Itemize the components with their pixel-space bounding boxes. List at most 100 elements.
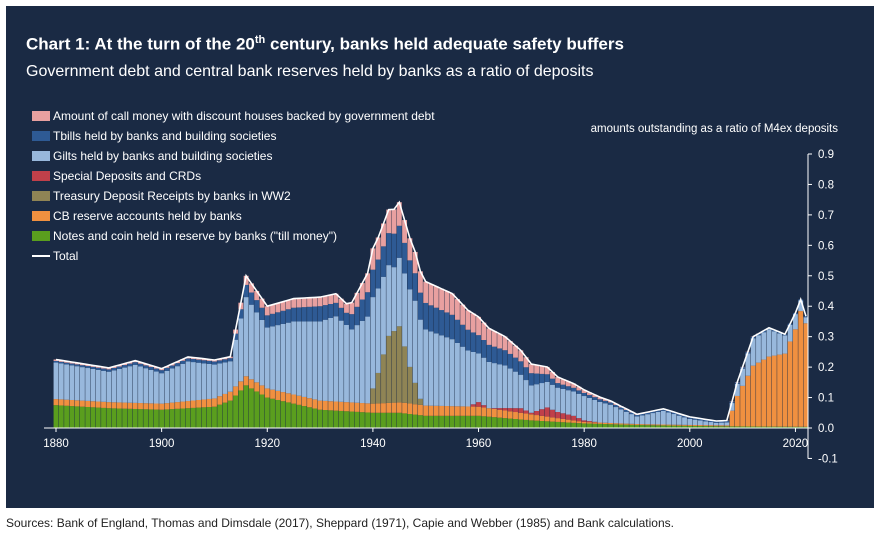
bar-segment-3 (544, 407, 550, 417)
bar-segment-1 (803, 323, 809, 427)
bar-segment-4 (212, 364, 217, 399)
bar-segment-0 (465, 415, 471, 428)
bar-segment-4 (803, 317, 809, 324)
bar-segment-4 (518, 374, 524, 409)
bar-segment-1 (602, 422, 608, 425)
bar-segment-5 (270, 313, 275, 327)
bar-segment-1 (449, 406, 455, 416)
bar-segment-6 (581, 389, 587, 393)
bar-segment-6 (592, 394, 598, 398)
bar-segment-4 (122, 367, 128, 403)
x-tick-label: 1920 (254, 438, 280, 450)
bar-segment-1 (465, 406, 471, 416)
bar-segment-5 (79, 365, 85, 368)
bar-segment-0 (639, 425, 645, 428)
bar-segment-1 (513, 412, 518, 420)
bar-segment-5 (555, 383, 561, 388)
bar-segment-1 (544, 416, 550, 422)
x-tick-label: 1960 (466, 438, 492, 450)
bar-segment-1 (212, 398, 217, 407)
bar-segment-6 (375, 237, 381, 260)
bar-segment-0 (85, 406, 91, 428)
y-tick-label: 0.9 (818, 149, 834, 161)
bar-segment-5 (349, 314, 355, 330)
bar-segment-0 (608, 424, 614, 428)
bar-segment-0 (259, 394, 265, 428)
bar-segment-4 (391, 267, 397, 332)
bar-segment-5 (328, 303, 334, 318)
bar-segment-0 (539, 421, 545, 428)
bar-segment-1 (592, 422, 598, 424)
bar-segment-5 (539, 373, 545, 384)
bar-segment-0 (740, 426, 746, 428)
legend-swatch (32, 151, 50, 161)
bar-segment-5 (201, 360, 207, 364)
bar-segment-0 (756, 426, 761, 428)
bar-segment-1 (565, 419, 571, 423)
bar-segment-4 (333, 316, 339, 402)
bar-segment-0 (793, 426, 798, 428)
bar-segment-1 (53, 399, 59, 406)
bar-segment-4 (259, 319, 265, 386)
bar-segment-0 (798, 426, 804, 428)
bar-segment-4 (138, 366, 143, 404)
bar-segment-1 (322, 400, 328, 411)
bar-segment-0 (328, 410, 334, 428)
bar-segment-3 (565, 414, 571, 420)
bar-segment-4 (53, 362, 59, 400)
bar-segment-4 (317, 321, 323, 401)
bar-segment-4 (90, 368, 96, 402)
bar-segment-5 (697, 418, 703, 421)
bar-segment-6 (597, 397, 603, 400)
bar-segment-4 (365, 316, 371, 404)
bar-segment-0 (101, 407, 106, 428)
bar-segment-6 (528, 364, 534, 374)
bar-segment-6 (439, 288, 444, 311)
bar-segment-4 (285, 322, 291, 394)
bar-segment-5 (634, 414, 640, 417)
bar-segment-0 (491, 417, 497, 428)
bar-segment-0 (375, 412, 381, 428)
bar-segment-0 (418, 415, 423, 428)
bar-segment-4 (655, 411, 661, 425)
bar-segment-5 (227, 358, 233, 362)
bar-segment-1 (307, 398, 312, 408)
bar-segment-0 (497, 417, 503, 428)
bar-segment-4 (460, 346, 466, 407)
bar-segment-4 (660, 410, 666, 425)
bar-segment-6 (396, 202, 402, 226)
bar-segment-5 (645, 412, 650, 415)
bar-segment-4 (608, 404, 614, 423)
bar-segment-1 (233, 386, 239, 396)
bar-segment-6 (465, 310, 471, 330)
bar-segment-4 (69, 365, 75, 400)
bar-segment-6 (243, 275, 249, 285)
bar-segment-1 (359, 403, 365, 413)
bar-segment-0 (486, 416, 492, 428)
bar-segment-5 (396, 225, 402, 258)
bar-segment-4 (101, 370, 106, 402)
bar-segment-0 (724, 426, 730, 428)
bar-segment-1 (634, 424, 640, 425)
bar-segment-6 (312, 297, 318, 307)
bar-segment-1 (285, 393, 291, 403)
y-tick-label: 0.8 (818, 179, 834, 191)
bar-segment-0 (518, 419, 524, 428)
bar-segment-0 (164, 409, 170, 428)
bar-segment-0 (212, 406, 217, 428)
bar-segment-4 (270, 326, 275, 390)
bar-segment-2 (402, 346, 408, 403)
bar-segment-4 (587, 397, 592, 422)
bar-segment-1 (761, 359, 767, 427)
bar-segment-1 (275, 390, 281, 400)
bar-segment-1 (402, 402, 408, 414)
bar-segment-5 (618, 407, 624, 410)
bar-segment-4 (539, 383, 545, 410)
bar-segment-4 (196, 362, 202, 400)
bar-segment-1 (370, 403, 376, 413)
bar-segment-1 (719, 425, 724, 427)
bar-segment-1 (101, 401, 106, 408)
bar-segment-0 (618, 424, 624, 428)
bar-segment-1 (618, 423, 624, 425)
bar-segment-3 (581, 420, 587, 422)
